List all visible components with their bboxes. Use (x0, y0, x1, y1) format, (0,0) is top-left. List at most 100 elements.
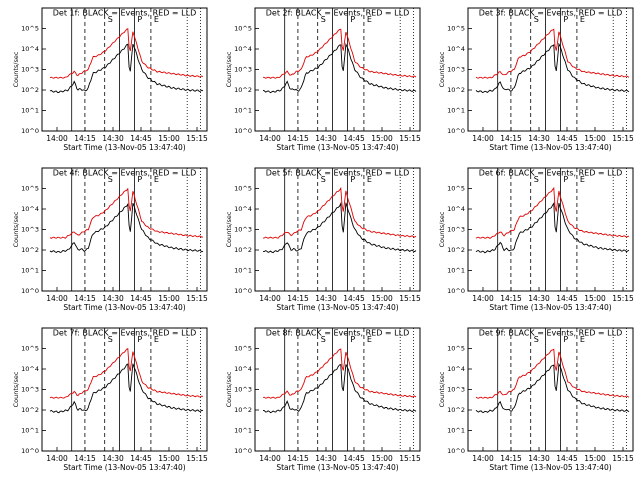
y-tick-label: 10^5 (21, 345, 39, 353)
x-tick-label: 15:15 (399, 294, 421, 303)
phase-marker-label: E (580, 15, 585, 24)
x-tick-label: 14:45 (130, 134, 152, 143)
y-tick-label: 10^1 (447, 267, 465, 275)
x-tick-label: 14:00 (46, 294, 68, 303)
x-tick-label: 14:00 (472, 294, 494, 303)
x-tick-label: 14:45 (343, 454, 365, 463)
y-axis-label: Counts/sec (12, 51, 20, 87)
phase-marker-label: P (563, 175, 568, 184)
series-line-lld (49, 187, 204, 239)
panel-title: Det 7f: BLACK = Events, RED = LLD (53, 329, 197, 338)
x-tick-label: 15:00 (158, 134, 180, 143)
series-line-events (475, 42, 630, 94)
x-tick-label: 14:00 (46, 134, 68, 143)
y-tick-label: 10^5 (21, 25, 39, 33)
y-tick-label: 10^4 (234, 45, 252, 53)
phase-marker-label: E (367, 175, 372, 184)
x-tick-label: 14:45 (556, 134, 578, 143)
y-tick-label: 10^4 (234, 365, 252, 373)
phase-marker-label: S (321, 335, 326, 344)
phase-marker-label: S (108, 175, 113, 184)
x-tick-label: 14:15 (287, 294, 309, 303)
phase-marker-label: P (563, 15, 568, 24)
phase-marker-label: E (367, 335, 372, 344)
x-tick-label: 15:00 (371, 134, 393, 143)
y-tick-label: 10^2 (234, 246, 252, 254)
series-line-events (49, 363, 204, 414)
y-tick-label: 10^4 (21, 365, 39, 373)
plot-frame (467, 7, 634, 132)
phase-marker-label: S (321, 15, 326, 24)
y-tick-label: 10^1 (21, 427, 39, 435)
y-tick-label: 10^4 (447, 365, 465, 373)
x-tick-label: 14:30 (102, 454, 124, 463)
y-tick-label: 10^3 (447, 386, 465, 394)
phase-marker-label: E (580, 175, 585, 184)
y-tick-label: 10^3 (234, 386, 252, 394)
y-axis-label: Counts/sec (225, 371, 233, 407)
series-line-lld (475, 186, 630, 239)
x-tick-label: 14:00 (46, 454, 68, 463)
panel-title: Det 3f: BLACK = Events, RED = LLD (479, 9, 623, 18)
x-axis-label: Start Time (13-Nov-05 13:47:40) (63, 143, 185, 152)
y-tick-label: 10^5 (234, 25, 252, 33)
plot-frame (41, 167, 208, 292)
y-tick-label: 10^5 (21, 185, 39, 193)
y-tick-label: 10^2 (21, 406, 39, 414)
x-tick-label: 14:15 (500, 294, 522, 303)
x-tick-label: 14:30 (102, 134, 124, 143)
y-tick-label: 10^1 (21, 107, 39, 115)
phase-marker-label: S (534, 335, 539, 344)
y-tick-label: 10^4 (447, 205, 465, 213)
x-tick-label: 14:15 (287, 454, 309, 463)
phase-marker-label: E (154, 175, 159, 184)
x-tick-label: 14:45 (556, 294, 578, 303)
x-tick-label: 15:15 (186, 134, 208, 143)
x-axis-label: Start Time (13-Nov-05 13:47:40) (63, 303, 185, 312)
y-tick-label: 10^4 (21, 45, 39, 53)
series-line-events (475, 362, 630, 413)
x-tick-label: 14:30 (528, 134, 550, 143)
y-axis-label: Counts/sec (438, 51, 446, 87)
y-tick-label: 10^2 (447, 246, 465, 254)
series-line-lld (475, 348, 630, 399)
x-tick-label: 14:30 (315, 454, 337, 463)
x-tick-label: 15:15 (399, 454, 421, 463)
y-tick-label: 10^3 (234, 226, 252, 234)
phase-marker-label: S (321, 175, 326, 184)
plot-frame (41, 7, 208, 132)
series-line-events (49, 43, 204, 93)
x-tick-label: 15:15 (186, 294, 208, 303)
series-line-lld (262, 186, 417, 239)
y-tick-label: 10^0 (234, 287, 252, 295)
y-axis-label: Counts/sec (438, 371, 446, 407)
plot-frame (254, 7, 421, 132)
phase-marker-label: P (563, 335, 568, 344)
x-tick-label: 15:00 (371, 294, 393, 303)
y-tick-label: 10^5 (447, 185, 465, 193)
x-tick-label: 14:15 (74, 134, 96, 143)
y-tick-label: 10^0 (447, 287, 465, 295)
y-tick-label: 10^3 (447, 66, 465, 74)
y-axis-label: Counts/sec (438, 211, 446, 247)
y-tick-label: 10^5 (234, 185, 252, 193)
phase-marker-label: P (137, 175, 142, 184)
y-tick-label: 10^1 (234, 267, 252, 275)
y-tick-label: 10^2 (447, 406, 465, 414)
phase-marker-label: E (154, 15, 159, 24)
phase-marker-label: S (108, 15, 113, 24)
y-tick-label: 10^0 (21, 447, 39, 455)
y-tick-label: 10^0 (447, 447, 465, 455)
panel-title: Det 6f: BLACK = Events, RED = LLD (479, 169, 623, 178)
series-line-lld (262, 28, 417, 79)
x-tick-label: 14:45 (343, 294, 365, 303)
x-tick-label: 14:15 (500, 134, 522, 143)
series-line-events (49, 202, 204, 254)
plot-frame (467, 327, 634, 452)
y-tick-label: 10^5 (234, 345, 252, 353)
x-tick-label: 15:15 (612, 454, 634, 463)
